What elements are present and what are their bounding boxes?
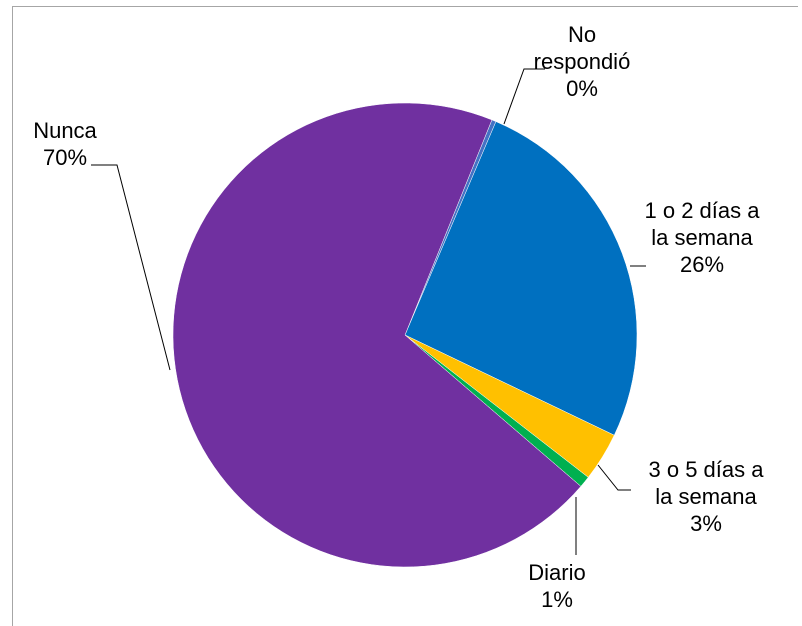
leader-lines <box>91 68 646 555</box>
data-label-category: No <box>568 22 596 47</box>
data-label-category: Nunca <box>33 118 97 143</box>
data-label-category: respondió <box>534 49 631 74</box>
pie-slices <box>172 102 638 568</box>
chart-frame <box>12 6 798 626</box>
leader-line <box>597 464 631 491</box>
data-label-percent: 1% <box>541 587 573 612</box>
data-label: 1 o 2 días a la semana 26% <box>645 198 761 277</box>
data-label: Nunca 70% <box>33 118 97 170</box>
data-label-percent: 3% <box>690 511 722 536</box>
data-label: 3 o 5 días a la semana 3% <box>649 457 765 536</box>
data-label-category: la semana <box>651 225 753 250</box>
data-label-category: 3 o 5 días a <box>649 457 765 482</box>
data-labels: No respondió 0%1 o 2 días a la semana 26%3 o… <box>33 22 764 612</box>
data-label-category: la semana <box>655 484 757 509</box>
data-label-percent: 26% <box>680 252 724 277</box>
pie-slice-nunca <box>172 102 582 568</box>
pie-slice-1-o-2-d-as-a-la-semana <box>404 121 638 436</box>
data-label: No respondió 0% <box>534 22 631 101</box>
data-label-category: Diario <box>528 560 585 585</box>
data-label: Diario 1% <box>528 560 585 612</box>
data-label-percent: 70% <box>43 145 87 170</box>
data-label-percent: 0% <box>566 76 598 101</box>
leader-line <box>503 68 545 125</box>
data-label-category: 1 o 2 días a <box>645 198 761 223</box>
leader-line <box>91 164 171 371</box>
